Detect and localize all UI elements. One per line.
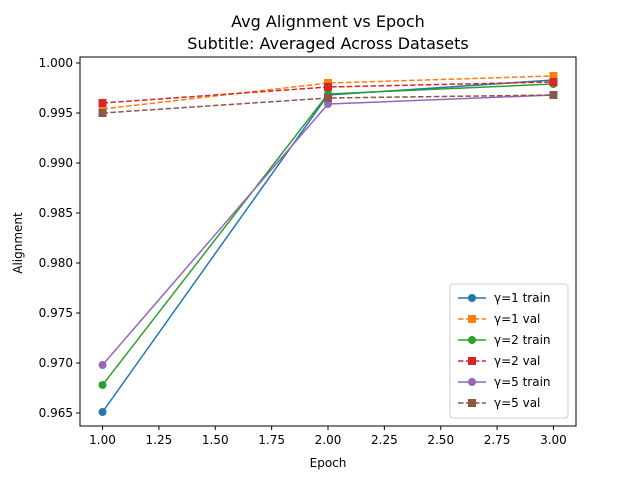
legend-items: γ=1 train γ=1 val γ=2 train γ=2 val γ=5 trai… [458, 291, 551, 410]
legend-item: γ=1 val [458, 312, 540, 326]
data-point [549, 72, 558, 80]
series-layer [98, 72, 558, 416]
legend-marker [468, 399, 476, 407]
y-tick-label: 0.980 [39, 256, 73, 270]
legend-label: γ=2 val [494, 354, 540, 368]
x-axis-label: Epoch [310, 456, 347, 470]
legend-label: γ=1 val [494, 312, 540, 326]
legend: γ=1 train γ=1 val γ=2 train γ=2 val γ=5 trai… [449, 283, 569, 419]
plot-frame [79, 56, 577, 427]
x-tick-label: 1.25 [146, 433, 173, 447]
legend-item: γ=2 val [458, 354, 540, 368]
data-point [549, 78, 558, 86]
legend-label: γ=5 train [494, 375, 551, 389]
data-point [549, 91, 558, 99]
y-tick-label: 0.970 [39, 356, 73, 370]
y-tick-label: 0.975 [39, 306, 73, 320]
y-tick-label: 0.995 [39, 106, 73, 120]
legend-item: γ=2 train [458, 333, 551, 347]
chart-subtitle: Subtitle: Averaged Across Datasets [187, 34, 468, 53]
x-tick-label: 2.50 [427, 433, 454, 447]
series [98, 91, 558, 117]
x-tick-label: 3.00 [540, 433, 567, 447]
y-tick-label: 0.965 [39, 406, 73, 420]
y-tick-label: 1.000 [39, 56, 73, 70]
legend-item: γ=5 train [458, 375, 551, 389]
y-tick-label: 0.990 [39, 156, 73, 170]
x-tick-label: 1.75 [258, 433, 285, 447]
legend-marker [468, 315, 476, 323]
tick-layer: 1.00 1.25 1.50 1.75 2.00 2.25 2.50 2.75 3.00 0.96… [39, 56, 567, 447]
x-tick-label: 1.50 [202, 433, 229, 447]
legend-marker [468, 336, 476, 344]
legend-item: γ=5 val [458, 396, 540, 410]
legend-label: γ=5 val [494, 396, 540, 410]
legend-marker [468, 378, 476, 386]
x-tick-label: 2.25 [371, 433, 398, 447]
legend-item: γ=1 train [458, 291, 551, 305]
x-tick-label: 1.00 [89, 433, 116, 447]
legend-label: γ=1 train [494, 291, 551, 305]
data-point [98, 408, 107, 416]
legend-marker [468, 357, 476, 365]
series [98, 78, 558, 107]
data-point [98, 361, 107, 369]
x-tick-label: 2.00 [315, 433, 342, 447]
legend-marker [468, 294, 476, 302]
data-point [98, 381, 107, 389]
chart-title: Avg Alignment vs Epoch [231, 12, 425, 31]
data-point [324, 83, 332, 91]
y-axis-label: Alignment [11, 212, 25, 274]
x-tick-label: 2.75 [484, 433, 511, 447]
y-tick-label: 0.985 [39, 206, 73, 220]
legend-box [449, 283, 569, 419]
series-line [102, 75, 554, 110]
data-point [98, 109, 107, 117]
data-point [98, 99, 107, 107]
legend-label: γ=2 train [494, 333, 551, 347]
data-point [324, 94, 332, 102]
